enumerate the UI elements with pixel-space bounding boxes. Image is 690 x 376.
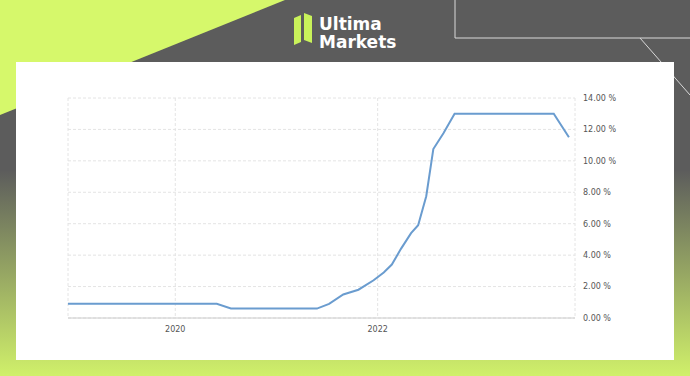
- svg-text:Ultima: Ultima: [319, 14, 382, 34]
- svg-text:Markets: Markets: [319, 32, 396, 52]
- svg-text:14.00 %: 14.00 %: [583, 94, 616, 103]
- svg-text:8.00 %: 8.00 %: [583, 188, 611, 197]
- svg-text:2.00 %: 2.00 %: [583, 282, 611, 291]
- svg-text:2022: 2022: [367, 325, 387, 334]
- svg-text:6.00 %: 6.00 %: [583, 220, 611, 229]
- svg-text:2020: 2020: [165, 325, 185, 334]
- svg-text:10.00 %: 10.00 %: [583, 157, 616, 166]
- svg-text:0.00 %: 0.00 %: [583, 314, 611, 323]
- svg-text:4.00 %: 4.00 %: [583, 251, 611, 260]
- svg-text:12.00 %: 12.00 %: [583, 125, 616, 134]
